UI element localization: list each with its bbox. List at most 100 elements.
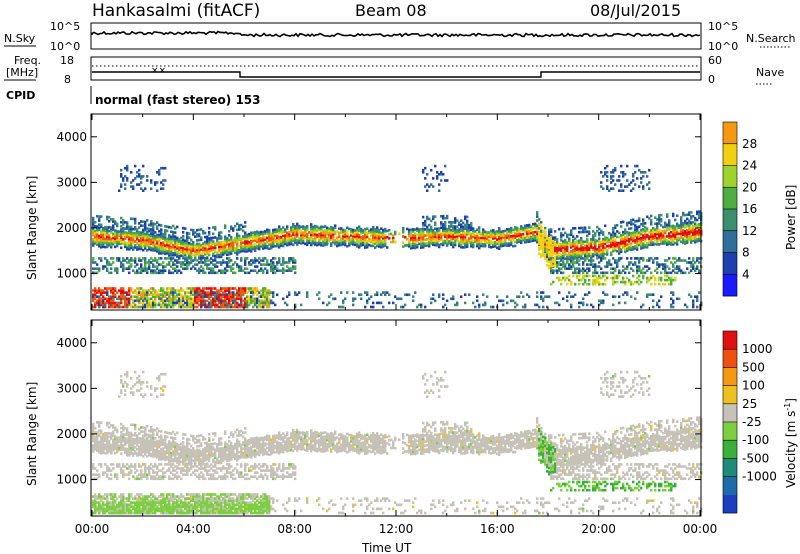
power-cell	[548, 256, 551, 259]
power-cell	[294, 305, 297, 309]
power-cell	[110, 241, 113, 245]
power-cell	[646, 276, 649, 280]
power-cell	[106, 263, 109, 266]
power-cell	[164, 244, 167, 247]
power-cell	[612, 179, 615, 182]
power-cell	[252, 289, 255, 292]
power-cell	[568, 274, 571, 278]
power-cell	[530, 231, 533, 235]
power-cell	[558, 303, 561, 307]
velocity-cell	[96, 445, 99, 448]
power-cell	[528, 236, 531, 239]
power-cell	[246, 243, 249, 247]
power-cell	[248, 245, 251, 248]
power-cell	[574, 251, 577, 254]
power-cell	[236, 246, 239, 250]
power-cell	[688, 221, 691, 225]
power-cell	[218, 247, 221, 251]
power-cell	[278, 235, 281, 239]
power-cell	[676, 224, 679, 228]
power-cell	[518, 238, 521, 241]
power-cell	[250, 289, 253, 292]
power-cell	[438, 233, 441, 236]
power-cell	[618, 259, 621, 262]
power-cell	[580, 255, 583, 258]
power-cell	[246, 267, 249, 270]
power-cell	[274, 303, 277, 307]
power-cell	[472, 245, 475, 249]
power-cell	[182, 254, 185, 258]
power-cell	[410, 236, 413, 240]
power-cell	[264, 303, 267, 307]
power-cell	[234, 241, 237, 244]
power-cell	[174, 231, 177, 234]
power-cell	[266, 269, 269, 272]
power-cell	[382, 237, 385, 240]
power-cell	[554, 264, 557, 268]
power-cell	[226, 257, 229, 260]
power-cell	[164, 229, 167, 232]
power-cell	[464, 235, 467, 239]
power-cell	[630, 223, 633, 226]
power-cell	[484, 240, 487, 244]
power-cell	[592, 252, 595, 256]
power-cell	[194, 289, 197, 292]
power-cell	[216, 295, 219, 298]
power-cell	[454, 241, 457, 245]
power-cell	[260, 230, 263, 234]
power-cell	[120, 183, 123, 186]
power-cell	[332, 239, 335, 242]
power-cell	[566, 235, 569, 239]
power-cell	[272, 295, 275, 298]
power-cell	[458, 228, 461, 231]
power-cell	[574, 282, 577, 286]
power-cell	[236, 295, 239, 298]
power-cell	[94, 287, 97, 290]
power-cell	[238, 224, 241, 227]
power-cell	[150, 238, 153, 242]
power-cell	[178, 254, 181, 258]
power-cell	[578, 263, 581, 266]
power-cell	[562, 246, 565, 249]
power-cell	[632, 179, 635, 182]
power-cell	[616, 241, 619, 245]
power-cell	[348, 239, 351, 243]
power-cell	[584, 248, 587, 252]
power-cell	[250, 250, 253, 253]
power-cell	[406, 227, 409, 231]
power-cell	[314, 239, 317, 242]
power-cell	[578, 282, 581, 286]
power-cell	[112, 261, 115, 264]
power-cell	[284, 261, 287, 264]
power-cell	[198, 271, 201, 275]
power-cell	[140, 237, 143, 240]
power-cell	[100, 303, 103, 307]
power-cell	[130, 230, 133, 233]
power-cell	[138, 289, 141, 292]
power-cell	[262, 293, 265, 296]
power-cell	[128, 267, 131, 270]
power-cell	[434, 223, 437, 227]
power-cell	[640, 171, 643, 174]
power-cell	[616, 263, 619, 266]
power-cell	[270, 234, 273, 238]
power-cell	[678, 265, 681, 268]
power-cell	[140, 187, 143, 190]
power-cell	[196, 242, 199, 246]
power-cell	[150, 261, 153, 264]
power-cell	[690, 222, 693, 226]
power-cell	[266, 259, 269, 262]
power-cell	[230, 244, 233, 247]
power-cell	[680, 222, 683, 225]
power-cell	[572, 253, 575, 256]
power-cell	[238, 289, 241, 292]
power-cell	[634, 220, 637, 223]
power-cell	[276, 261, 279, 264]
power-cell	[544, 238, 547, 242]
power-cell	[570, 252, 573, 255]
power-cell	[340, 243, 343, 247]
power-cell	[210, 305, 213, 309]
power-cell	[584, 293, 587, 296]
power-cell	[644, 229, 647, 232]
power-cell	[638, 259, 641, 262]
